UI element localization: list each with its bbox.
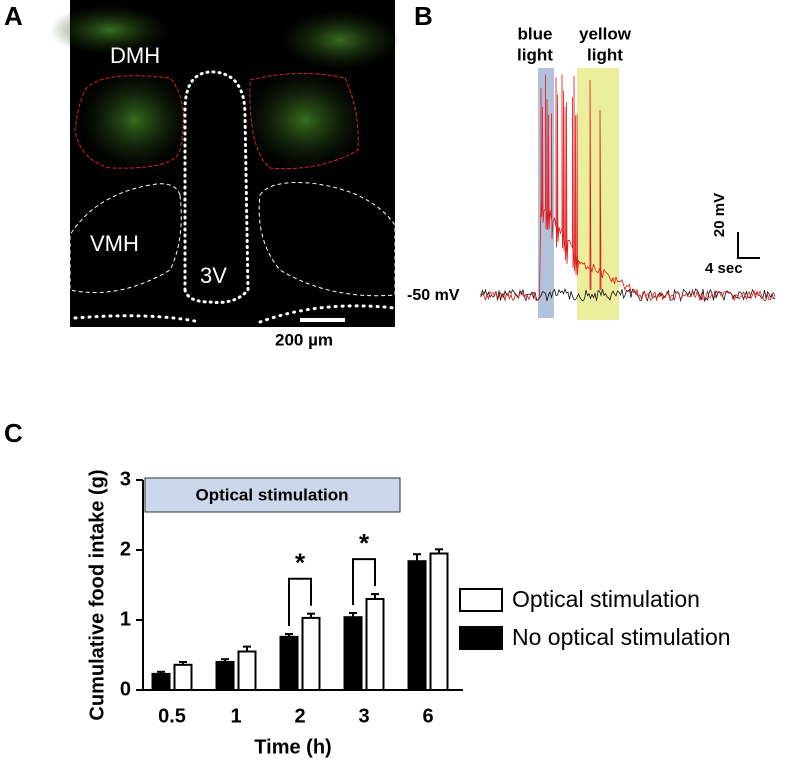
tissue-edge (73, 304, 397, 324)
x-tick-label: 0.5 (158, 705, 186, 727)
fluorescence (80, 70, 190, 170)
scale-label: 20 mV (711, 193, 728, 237)
bar (151, 672, 171, 692)
bar (173, 663, 193, 691)
vmh-outline (69, 183, 182, 293)
x-tick-label: 1 (230, 705, 241, 727)
y-tick-label: 0 (120, 678, 131, 700)
panel-label: B (414, 1, 433, 31)
y-tick-label: 2 (120, 538, 131, 560)
resting-label: -50 mV (407, 287, 460, 304)
bar (215, 661, 235, 691)
significance-star: * (295, 548, 306, 578)
light-label: blue (518, 24, 553, 43)
bar (279, 635, 299, 691)
legend-swatch (459, 588, 503, 612)
region-label: DMH (110, 43, 160, 68)
x-tick-label: 6 (422, 705, 433, 727)
legend-label: No optical stimulation (512, 624, 731, 650)
y-axis-label: Cumulative food intake (g) (86, 469, 108, 720)
trace-control (479, 287, 776, 303)
panel-label: C (4, 418, 23, 448)
bar (429, 552, 449, 691)
panel-label: A (4, 1, 23, 31)
banner-label: Optical stimulation (195, 485, 348, 504)
light-label: yellow (579, 24, 632, 43)
dmh-outline (74, 75, 184, 169)
legend-swatch (459, 626, 503, 650)
fluorescence (245, 70, 365, 170)
fluorescence (280, 10, 400, 70)
significance-star: * (359, 528, 370, 558)
region-label: 3V (200, 263, 227, 288)
scale-label: 200 µm (275, 330, 333, 349)
bar (407, 560, 427, 692)
x-tick-label: 3 (358, 705, 369, 727)
traces (479, 74, 776, 303)
bar (343, 616, 363, 692)
ventricle-outline (183, 70, 250, 304)
light-label: light (517, 45, 553, 64)
bar (365, 598, 385, 691)
significance-bracket (352, 558, 376, 605)
bar (237, 650, 257, 691)
stimulation-banner (144, 477, 401, 513)
dmh-outline (249, 73, 359, 170)
yellow-light-band (577, 68, 619, 320)
light-label: light (587, 45, 623, 64)
legend-label: Optical stimulation (512, 586, 700, 612)
trace-stim (479, 74, 776, 302)
bar-chart: Optical stimulation 0 1 2 3 Cumulative food i… (86, 468, 730, 758)
y-tick-label: 3 (120, 468, 131, 490)
scale-label: 4 sec (705, 260, 743, 277)
significance-bracket (288, 577, 312, 626)
scale-bar (737, 232, 760, 259)
region-label: VMH (90, 231, 139, 256)
fluorescence (50, 5, 170, 55)
y-tick-label: 1 (120, 608, 131, 630)
x-tick-label: 2 (294, 705, 305, 727)
bar (301, 616, 321, 692)
x-axis-label: Time (h) (254, 736, 331, 758)
